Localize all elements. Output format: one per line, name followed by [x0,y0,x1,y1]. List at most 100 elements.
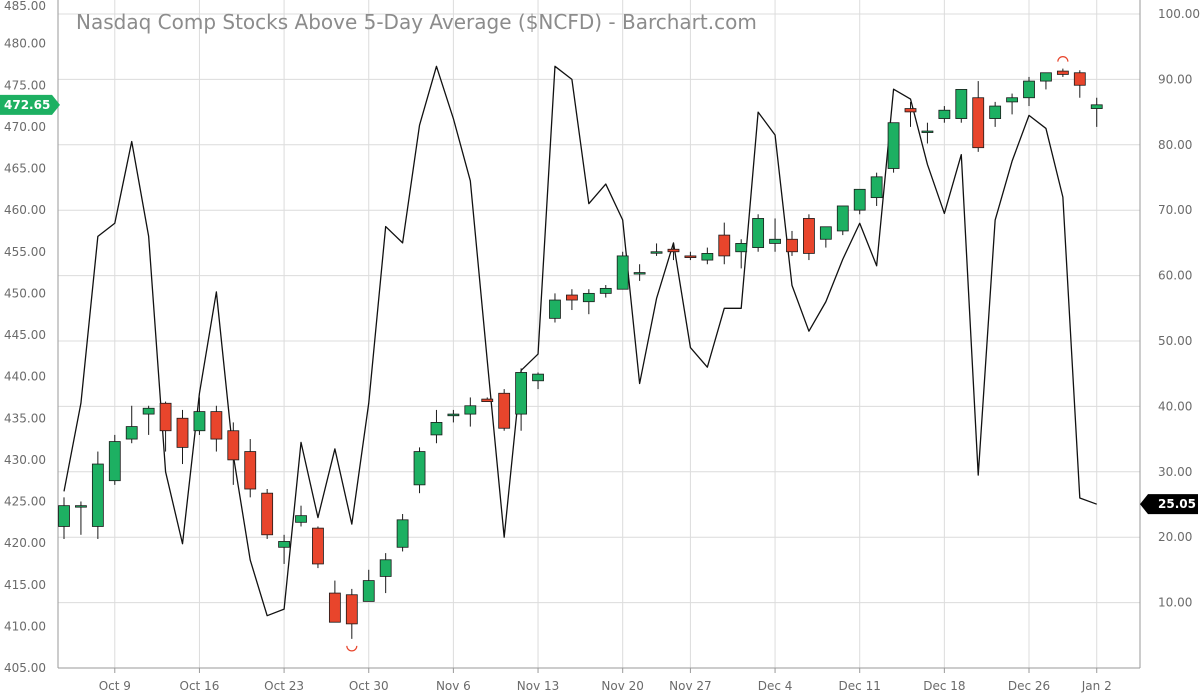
x-axis-tick-label: Oct 9 [99,679,131,693]
candle-body [1090,104,1103,109]
high-marker [1057,56,1069,62]
candle-body [769,238,781,244]
candle [108,434,121,485]
candle-body [752,218,765,248]
candle-body [193,411,206,432]
candle [989,101,1002,127]
candle [75,501,87,535]
right-axis-tick-label: 60.00 [1158,269,1192,283]
candle-body [159,402,172,432]
left-axis-tick-label: 440.00 [4,370,46,384]
candle-body [532,373,544,382]
candle [362,569,375,602]
candle [735,239,748,269]
right-axis-tick-label: 50.00 [1158,334,1192,348]
candle-body [667,248,680,253]
candle [396,513,409,552]
candle [193,397,206,435]
candle [1090,97,1103,127]
candle-body [328,592,341,623]
candle-body [210,411,223,440]
candle-body [1073,72,1086,86]
candle [938,106,951,123]
candle-body [295,515,307,523]
candle [345,588,358,639]
candle [786,230,798,256]
left-axis-tick-label: 435.00 [4,411,46,425]
candle-body [786,238,798,253]
candle [769,218,781,252]
breadth-line-series [63,65,1097,617]
candle [718,222,731,265]
x-axis-tick-label: Oct 30 [349,679,389,693]
candle [549,293,561,323]
breadth-line [63,65,1097,617]
candle-body [633,272,646,275]
right-axis-tick-label: 10.00 [1158,596,1192,610]
left-axis-tick-label: 475.00 [4,78,46,92]
candle-body [1023,80,1035,99]
candle-body [1006,97,1018,103]
candle-body [921,130,934,133]
candle-body [75,505,87,508]
axes [57,0,1141,673]
candle [836,205,849,236]
right-axis-tick-label: 30.00 [1158,465,1192,479]
x-axis-tick-label: Oct 23 [264,679,304,693]
candlestick-series [58,68,1103,639]
candle [379,553,392,594]
candle [599,285,612,298]
left-axis-tick-label: 430.00 [4,453,46,467]
candle [227,422,240,485]
left-axis-tick-label: 420.00 [4,536,46,550]
candle-body [108,441,121,482]
left-axis-tick-label: 405.00 [4,661,46,675]
left-axis-tick-label: 450.00 [4,286,46,300]
x-axis-tick-label: Nov 13 [517,679,560,693]
candle-body [345,594,358,625]
candle [413,447,426,494]
right-axis-tick-label: 70.00 [1158,203,1192,217]
x-axis-tick-label: Nov 6 [436,679,471,693]
candle [328,580,341,623]
right-axis-tick-label: 90.00 [1158,72,1192,86]
candle-body [58,505,70,527]
low-marker [346,645,358,652]
candle [481,397,494,403]
candle-body [430,422,443,436]
candle [853,188,866,215]
candle-body [379,559,392,577]
x-axis-tick-label: Dec 4 [758,679,793,693]
candle [244,439,257,498]
candle-body [938,109,951,119]
candle [887,122,900,173]
candle [1023,76,1035,107]
candle-body [836,205,849,232]
candle-body [904,108,917,113]
candle [904,101,917,127]
candle [312,526,324,569]
candle-body [955,89,968,119]
candle [295,505,307,527]
left-axis-tick-label: 415.00 [4,578,46,592]
candle-body [549,299,561,319]
candle-body [989,105,1002,119]
left-axis-tick-label: 470.00 [4,120,46,134]
candle-body [650,251,663,254]
right-axis-tick-label: 40.00 [1158,399,1192,413]
candle-body [261,492,274,536]
left-axis-tick-label: 465.00 [4,162,46,176]
markers [346,56,1069,652]
candle-body [278,541,290,548]
candle [752,214,765,252]
x-axis-tick-label: Dec 18 [923,679,965,693]
candle [210,405,223,452]
candle [159,401,172,452]
candle [532,372,544,390]
candle-body [362,580,375,602]
candle [261,489,274,539]
candle [1056,68,1069,77]
x-axis-tick-label: Nov 27 [669,679,712,693]
candle-body [142,407,155,415]
